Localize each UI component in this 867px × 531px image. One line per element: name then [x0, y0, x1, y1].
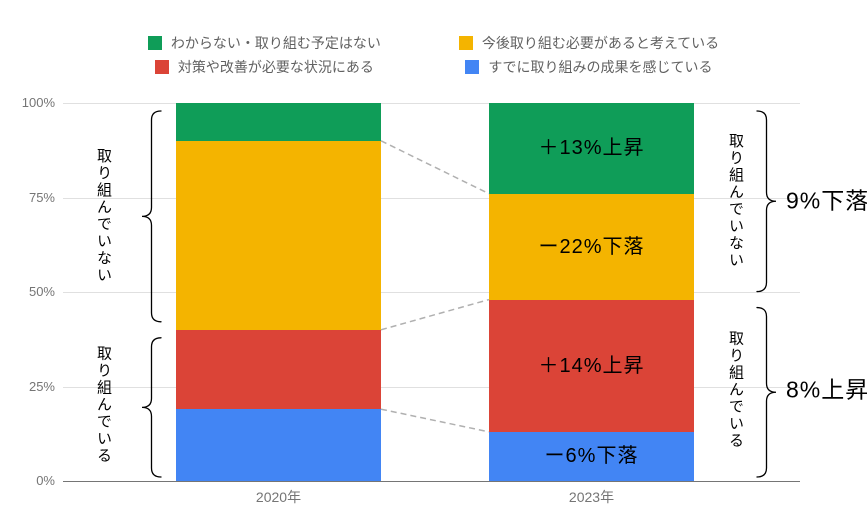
group-label: 取り組んでいない	[727, 133, 744, 270]
legend-item: すでに取り組みの成果を感じている	[465, 59, 713, 75]
legend-swatch	[465, 60, 480, 74]
legend-label: 今後取り組む必要があると考えている	[481, 35, 720, 51]
x-axis-line	[63, 481, 800, 482]
group-label: 取り組んでいる	[727, 330, 744, 450]
group-label: 取り組んでいる	[95, 345, 112, 465]
bar-segment	[489, 299, 694, 432]
bar-segment	[176, 103, 381, 141]
x-axis-category-label: 2023年	[568, 489, 615, 505]
bar-segment	[489, 193, 694, 300]
legend-label: 対策や改善が必要な状況にある	[177, 59, 374, 75]
legend-item: わからない・取り組む予定はない	[147, 35, 381, 51]
y-axis-tick-label: 50%	[28, 284, 55, 299]
group-label: 取り組んでいない	[95, 148, 112, 285]
bar-segment	[176, 140, 381, 330]
net-change-label: 8%上昇	[786, 376, 867, 403]
y-axis-tick-label: 25%	[28, 378, 55, 394]
chart-legend: わからない・取り組む予定はない 今後取り組む必要があると考えている対策や改善が必要…	[0, 36, 867, 74]
segment-change-label: ー6%下落	[544, 445, 639, 468]
y-axis-tick-label: 0%	[36, 473, 55, 488]
y-axis-tick-label: 100%	[21, 95, 55, 110]
legend-label: すでに取り組みの成果を感じている	[488, 59, 713, 75]
segment-change-label: ー22%下落	[538, 235, 645, 258]
legend-item: 対策や改善が必要な状況にある	[154, 59, 374, 75]
legend-swatch	[458, 36, 473, 50]
y-axis-tick-label: 75%	[28, 189, 55, 205]
segment-change-label: ＋14%上昇	[538, 354, 645, 377]
bar-segment	[176, 329, 381, 410]
legend-label: わからない・取り組む予定はない	[170, 35, 381, 51]
bar-segment	[489, 431, 694, 481]
gridline	[63, 197, 800, 199]
x-axis-category-label: 2020年	[255, 489, 302, 505]
legend-item: 今後取り組む必要があると考えている	[458, 35, 720, 51]
legend-swatch	[147, 36, 162, 50]
gridline	[63, 103, 800, 104]
legend-swatch	[154, 60, 169, 74]
net-change-label: 9%下落	[786, 187, 867, 214]
bar-segment	[489, 103, 694, 194]
segment-change-label: ＋13%上昇	[538, 137, 645, 160]
gridline	[63, 292, 800, 293]
bar-segment	[176, 409, 381, 481]
gridline	[63, 386, 800, 388]
